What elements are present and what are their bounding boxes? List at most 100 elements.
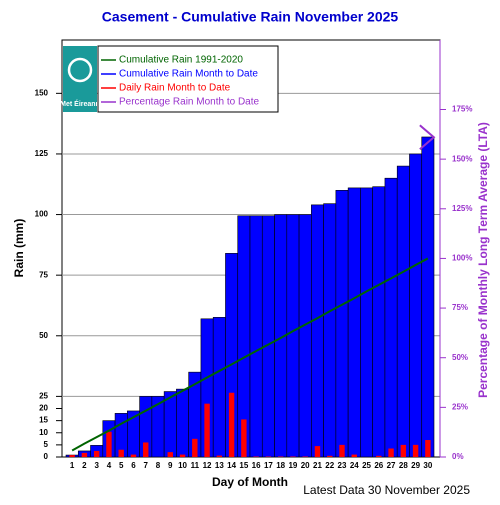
y-tick-label: 50 (39, 331, 48, 340)
y2-tick-label: 50% (452, 353, 468, 362)
cumulative-bar (348, 188, 360, 457)
cumulative-bar (409, 154, 421, 457)
daily-bar (388, 449, 393, 457)
x-tick-label: 28 (399, 461, 408, 470)
y-tick-label: 10 (39, 428, 48, 437)
daily-bar (94, 451, 99, 457)
x-tick-label: 4 (107, 461, 112, 470)
cumulative-bar (360, 188, 372, 457)
daily-bar (241, 419, 246, 457)
x-tick-label: 12 (203, 461, 212, 470)
x-tick-label: 29 (411, 461, 420, 470)
cumulative-bar (299, 215, 311, 457)
daily-bar (180, 455, 185, 457)
cumulative-bar (213, 317, 225, 457)
daily-bar (131, 455, 136, 457)
y-tick-label: 0 (44, 452, 49, 461)
x-tick-label: 15 (239, 461, 248, 470)
daily-bar (327, 456, 332, 457)
daily-bar (143, 442, 148, 457)
x-tick-label: 14 (227, 461, 236, 470)
y2-axis-label: Percentage of Monthly Long Term Average … (476, 122, 490, 398)
cumulative-bar (250, 216, 262, 457)
y2-tick-label: 175% (452, 105, 472, 114)
daily-bar (217, 456, 222, 457)
cumulative-bar (336, 190, 348, 457)
y2-tick-label: 25% (452, 402, 468, 411)
daily-bar (413, 445, 418, 457)
y2-tick-label: 100% (452, 254, 472, 263)
y2-tick-label: 125% (452, 204, 472, 213)
daily-bar (376, 456, 381, 457)
cumulative-bar (262, 216, 274, 457)
daily-bar (119, 450, 124, 457)
x-tick-label: 7 (144, 461, 149, 470)
y-tick-label: 20 (39, 404, 48, 413)
cumulative-bar (164, 392, 176, 457)
daily-bar (229, 393, 234, 457)
daily-bar (425, 440, 430, 457)
x-tick-label: 1 (70, 461, 75, 470)
x-axis-label: Day of Month (212, 475, 288, 489)
legend-label: Daily Rain Month to Date (119, 83, 231, 94)
x-tick-label: 18 (276, 461, 285, 470)
x-tick-label: 20 (301, 461, 310, 470)
y-tick-label: 100 (35, 210, 49, 219)
y2-tick-label: 75% (452, 303, 468, 312)
y2-tick-label: 0% (452, 452, 464, 461)
cumulative-bar (311, 205, 323, 457)
y-tick-label: 75 (39, 270, 48, 279)
x-tick-label: 23 (338, 461, 347, 470)
x-tick-label: 19 (288, 461, 297, 470)
legend-label: Percentage Rain Month to Date (119, 97, 260, 108)
x-tick-label: 8 (156, 461, 161, 470)
cumulative-bar (287, 215, 299, 457)
cumulative-bar (397, 166, 409, 457)
y-tick-label: 150 (35, 88, 49, 97)
daily-bar (82, 453, 87, 457)
x-tick-label: 5 (119, 461, 124, 470)
footer: Latest Data 30 November 2025 (303, 483, 470, 497)
x-tick-label: 26 (374, 461, 383, 470)
cumulative-bar (176, 389, 188, 457)
legend-label: Cumulative Rain 1991-2020 (119, 55, 243, 66)
x-tick-label: 16 (252, 461, 261, 470)
x-tick-label: 17 (264, 461, 273, 470)
y-tick-label: 25 (39, 391, 48, 400)
cumulative-bar (324, 204, 336, 457)
logo-text: Met Éireann (60, 99, 100, 108)
daily-bar (192, 439, 197, 457)
x-tick-label: 24 (350, 461, 359, 470)
cumulative-bar (385, 178, 397, 457)
daily-bar (352, 455, 357, 457)
cumulative-bar (373, 187, 385, 457)
daily-bar (315, 446, 320, 457)
x-tick-label: 6 (131, 461, 136, 470)
daily-bar (168, 452, 173, 457)
x-tick-label: 3 (94, 461, 99, 470)
x-tick-label: 27 (387, 461, 396, 470)
x-tick-label: 30 (423, 461, 432, 470)
chart-title: Casement - Cumulative Rain November 2025 (102, 9, 399, 25)
x-tick-label: 25 (362, 461, 371, 470)
daily-bar (204, 404, 209, 457)
legend-label: Cumulative Rain Month to Date (119, 69, 258, 80)
daily-bar (106, 432, 111, 457)
daily-bar (401, 445, 406, 457)
x-tick-label: 21 (313, 461, 322, 470)
x-tick-label: 13 (215, 461, 224, 470)
x-tick-label: 2 (82, 461, 87, 470)
x-tick-label: 22 (325, 461, 334, 470)
x-tick-label: 9 (168, 461, 173, 470)
daily-bar (339, 445, 344, 457)
y-tick-label: 125 (35, 149, 49, 158)
x-tick-label: 11 (191, 461, 200, 470)
x-tick-label: 10 (178, 461, 187, 470)
y-tick-label: 15 (39, 416, 48, 425)
y-axis-label: Rain (mm) (12, 219, 26, 278)
y-tick-label: 5 (44, 440, 49, 449)
daily-bar (69, 455, 74, 457)
y2-tick-label: 150% (452, 154, 472, 163)
cumulative-bar (422, 137, 434, 457)
